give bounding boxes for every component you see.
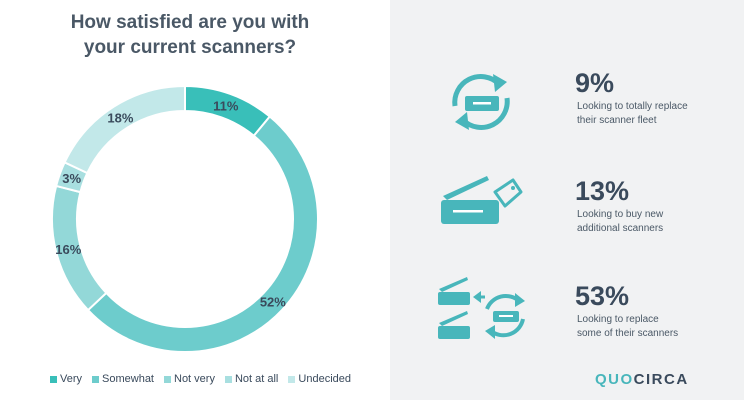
legend-swatch — [92, 375, 100, 383]
stat-value: 53% — [575, 281, 630, 311]
legend-item-not-at-all: Not at all — [224, 373, 279, 385]
stat-description-line: Looking to totally replace — [577, 101, 688, 112]
chart-title-line-2: your current scanners? — [83, 37, 297, 58]
chart-title-line-1: How satisfied are you with — [70, 12, 310, 33]
legend-item-somewhat: Somewhat — [92, 373, 154, 385]
stat-description: Looking to buy new additional scanners — [577, 208, 737, 236]
scanners-partial-replace-icon — [438, 277, 525, 339]
donut-slice-label: 16% — [55, 242, 81, 257]
brand-logo-part-1: QUO — [595, 371, 634, 388]
brand-logo-part-2: CIRCA — [633, 371, 689, 388]
legend-label: Not at all — [234, 373, 279, 385]
chart-legend: Very Somewhat Not very Not at all Undeci… — [50, 373, 351, 385]
donut-slice-undecided — [63, 84, 186, 175]
legend-item-very: Very — [50, 373, 82, 385]
legend-swatch — [50, 375, 57, 383]
legend-item-undecided: Undecided — [288, 373, 351, 385]
stat-description-line: Looking to replace — [577, 314, 659, 325]
stat-description: Looking to replace some of their scanner… — [577, 313, 737, 341]
legend-label: Not very — [174, 373, 215, 385]
legend-label: Very — [60, 373, 83, 385]
stat-total-replace: 9% Looking to totally replace their scan… — [390, 62, 744, 142]
stat-value: 13% — [575, 176, 630, 206]
donut-slice-label: 11% — [213, 99, 239, 114]
scanner-replace-cycle-icon — [452, 74, 510, 130]
donut-chart: 11% 52% 16% 3% 18% — [51, 84, 319, 353]
legend-swatch — [224, 375, 232, 383]
legend-swatch — [164, 375, 171, 383]
scanner-price-tag-icon — [441, 176, 523, 224]
donut-slice-label: 52% — [260, 294, 286, 309]
stat-description-line: Looking to buy new — [577, 209, 664, 220]
stat-buy-new: 13% Looking to buy new additional scanne… — [390, 170, 744, 250]
stat-partial-replace: 53% Looking to replace some of their sca… — [390, 275, 744, 355]
legend-item-not-very: Not very — [164, 373, 215, 385]
chart-title: How satisfied are you with your current … — [20, 10, 360, 60]
donut-slice-label: 3% — [62, 171, 81, 186]
legend-label: Undecided — [298, 373, 351, 385]
stat-description-line: their scanner fleet — [577, 115, 657, 126]
donut-slice-label: 18% — [107, 110, 133, 125]
legend-swatch — [288, 375, 296, 383]
stat-value: 9% — [575, 68, 615, 98]
stats-panel: 9% Looking to totally replace their scan… — [390, 0, 744, 400]
stat-description: Looking to totally replace their scanner… — [577, 100, 737, 128]
chart-panel: How satisfied are you with your current … — [20, 10, 360, 385]
stat-description-line: some of their scanners — [577, 328, 679, 339]
stat-description-line: additional scanners — [577, 223, 664, 234]
legend-label: Somewhat — [102, 373, 154, 385]
brand-logo: QUOCIRCA — [595, 371, 689, 388]
donut-slice-somewhat — [86, 115, 319, 353]
